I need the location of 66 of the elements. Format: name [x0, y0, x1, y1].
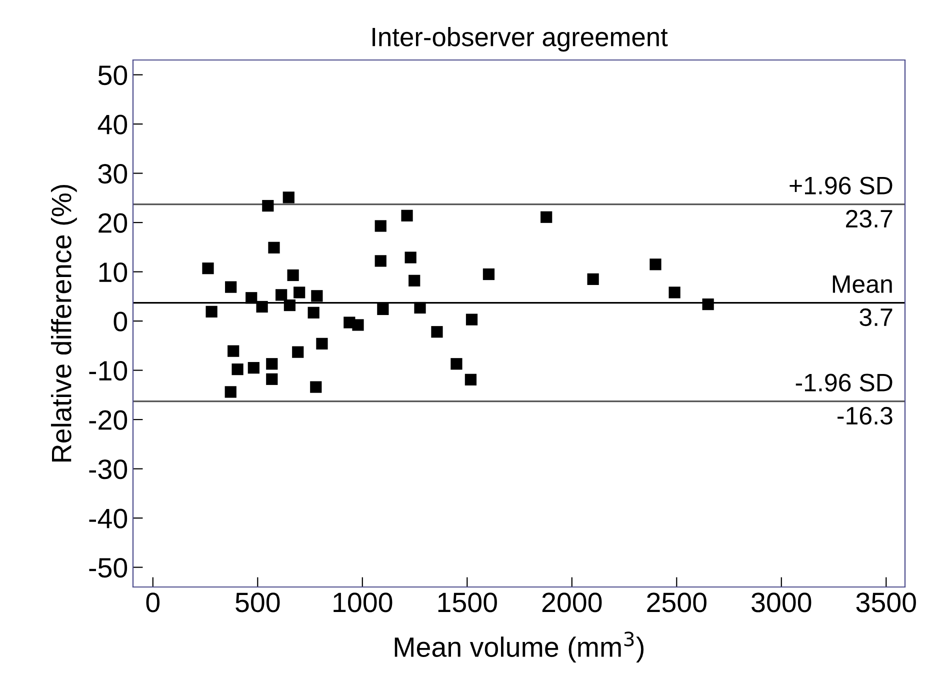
y-tick-label: -30 — [89, 459, 128, 480]
point — [232, 363, 244, 376]
x-tick-label: 1000 — [334, 592, 392, 612]
ref-line-label: +1.96 SD 23.7 — [790, 176, 892, 228]
x-tick-label: 2000 — [542, 592, 602, 612]
point — [266, 373, 278, 385]
point — [292, 346, 304, 358]
point — [374, 220, 386, 232]
point — [246, 292, 258, 304]
point — [414, 302, 426, 314]
point — [282, 192, 294, 204]
y-tick-label: 50 — [98, 65, 128, 86]
y-tick-label: 30 — [98, 164, 128, 184]
ref-line-label: Mean 3.7 — [832, 276, 892, 326]
point — [206, 306, 218, 318]
x-tick-label: 1500 — [438, 592, 497, 612]
point — [311, 290, 323, 302]
point — [268, 242, 280, 254]
y-tick-label: -10 — [89, 360, 128, 381]
point — [287, 269, 299, 282]
x-tick-label: 3000 — [752, 592, 812, 612]
y-tick-label: 0 — [114, 312, 128, 332]
x-axis-title: Mean volume (mm$^{3}$) — [394, 632, 644, 662]
point — [450, 358, 462, 370]
point — [482, 268, 495, 280]
point — [464, 374, 477, 386]
point — [262, 200, 274, 212]
ref-line-label: -1.96 SD -16.3 — [796, 374, 892, 425]
point — [377, 303, 389, 316]
x-tick-label: 0 — [146, 592, 160, 612]
point — [702, 298, 714, 310]
point — [404, 252, 416, 264]
point — [294, 286, 306, 298]
x-tick-label: 2500 — [647, 592, 706, 612]
y-axis-title: Relative difference (%) — [50, 184, 77, 462]
point — [408, 274, 420, 286]
y-tick-label: -20 — [89, 410, 128, 430]
x-tick-label: 500 — [236, 592, 280, 612]
point — [284, 299, 296, 312]
point — [668, 286, 680, 298]
point — [401, 210, 413, 222]
point — [256, 300, 268, 313]
point — [266, 358, 278, 370]
y-tick-label: -40 — [89, 508, 128, 528]
point — [224, 386, 236, 398]
point — [352, 319, 364, 331]
point — [202, 262, 214, 274]
point — [650, 258, 662, 270]
point — [248, 362, 260, 374]
point — [316, 338, 328, 350]
chart-title: Inter-observer agreement — [372, 26, 668, 52]
point — [308, 306, 320, 318]
point — [310, 381, 322, 393]
point — [276, 289, 288, 301]
point — [431, 326, 443, 338]
point — [374, 255, 386, 267]
x-tick-label: 3500 — [856, 592, 916, 612]
point — [228, 345, 240, 357]
point — [466, 314, 478, 326]
y-tick-label: 10 — [99, 262, 128, 282]
y-tick-label: 40 — [98, 114, 128, 134]
y-tick-label: -50 — [89, 558, 128, 578]
y-tick-label: 20 — [98, 213, 128, 233]
point — [225, 281, 237, 293]
point — [540, 211, 552, 223]
point — [587, 273, 599, 285]
